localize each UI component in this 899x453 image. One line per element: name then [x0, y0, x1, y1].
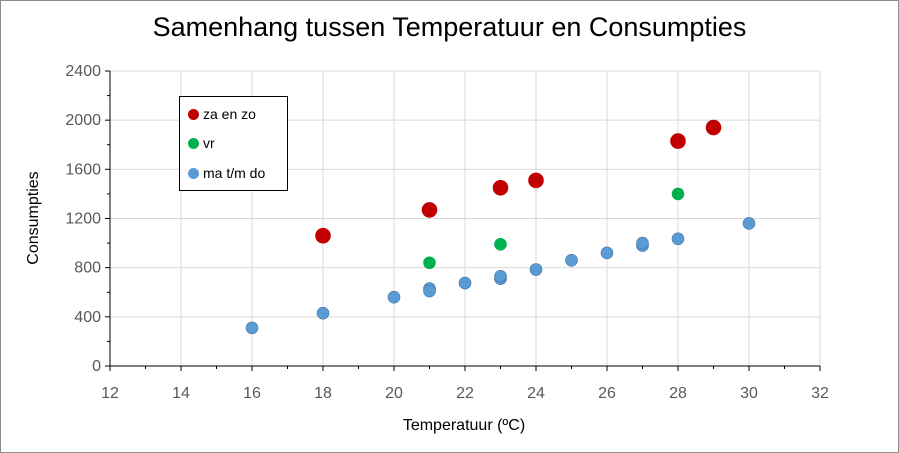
- axes: [105, 70, 821, 371]
- legend-label: vr: [203, 135, 215, 151]
- y-axis-title: Consumpties: [25, 171, 42, 264]
- data-point: [492, 179, 509, 196]
- data-point: [423, 284, 436, 298]
- data-points: [245, 119, 756, 335]
- x-tick-label: 20: [385, 385, 403, 402]
- y-tick-label: 2400: [65, 63, 101, 80]
- x-tick-label: 24: [527, 385, 545, 402]
- legend-marker-icon: [188, 108, 199, 120]
- tick-labels: 0 400 800 1200 1600 2000 2400 12 14 16 18 20 22 24 26 2…: [65, 63, 829, 402]
- x-tick-label: 28: [669, 385, 687, 402]
- data-point: [316, 306, 330, 320]
- data-point: [245, 321, 259, 335]
- data-point: [458, 276, 472, 290]
- data-point: [705, 119, 722, 136]
- y-tick-label: 1200: [65, 211, 101, 228]
- legend-item-za-en-zo: za en zo: [188, 105, 256, 123]
- legend-label: za en zo: [203, 106, 256, 122]
- y-tick-label: 1600: [65, 161, 101, 178]
- y-tick-label: 2000: [65, 112, 101, 129]
- data-point: [671, 187, 685, 201]
- legend-label: ma t/m do: [203, 165, 266, 181]
- chart-title: Samenhang tussen Temperatuur en Consumpt…: [152, 12, 747, 42]
- x-tick-label: 18: [314, 385, 332, 402]
- data-point: [315, 227, 331, 244]
- legend-item-vr: vr: [188, 134, 215, 152]
- y-tick-label: 0: [92, 358, 101, 375]
- data-point: [423, 256, 436, 270]
- data-point: [494, 269, 507, 283]
- data-point: [742, 217, 756, 230]
- x-tick-label: 16: [243, 385, 261, 402]
- data-point: [671, 232, 685, 246]
- x-tick-label: 22: [456, 385, 474, 402]
- y-tick-label: 800: [74, 260, 101, 277]
- x-axis-title: Temperatuur (ºC): [403, 417, 525, 434]
- x-tick-label: 26: [598, 385, 616, 402]
- legend: za en zo vr ma t/m do: [179, 96, 288, 191]
- data-point: [421, 202, 438, 218]
- legend-item-ma-tm-do: ma t/m do: [188, 164, 265, 182]
- data-point: [670, 133, 686, 149]
- data-point: [529, 263, 543, 276]
- y-tick-label: 400: [74, 309, 101, 326]
- legend-marker-icon: [188, 167, 199, 179]
- x-tick-label: 30: [740, 385, 758, 402]
- x-tick-label: 32: [811, 385, 829, 402]
- legend-marker-icon: [188, 137, 199, 149]
- data-point: [565, 253, 578, 267]
- data-point: [528, 172, 544, 189]
- data-point: [387, 290, 401, 304]
- data-point: [600, 246, 614, 260]
- data-point: [494, 238, 507, 251]
- data-point: [636, 236, 649, 250]
- x-tick-label: 12: [101, 385, 119, 402]
- x-tick-label: 14: [172, 385, 190, 402]
